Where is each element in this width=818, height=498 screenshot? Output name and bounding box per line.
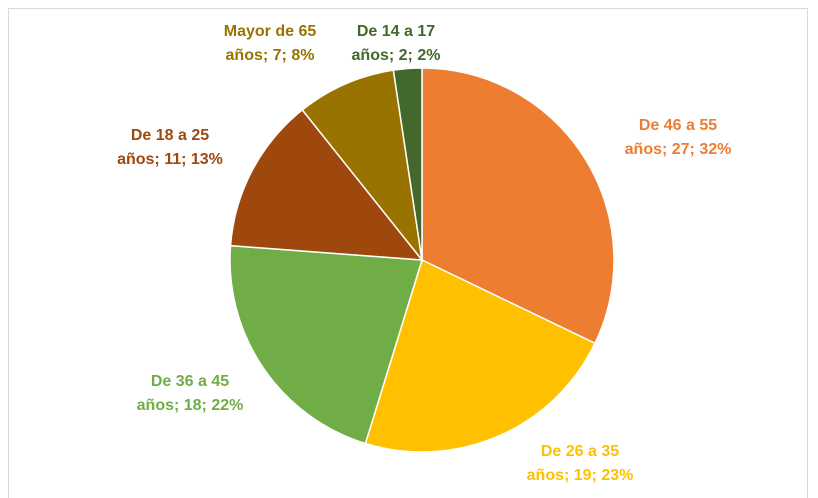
pie-slice bbox=[301, 69, 424, 263]
chart-frame bbox=[8, 8, 808, 498]
data-label: De 18 a 25 años; 11; 13% bbox=[117, 127, 223, 168]
pie-slice bbox=[392, 67, 423, 261]
pie-slice bbox=[421, 67, 615, 345]
data-label: De 14 a 17 años; 2; 2% bbox=[351, 23, 441, 64]
data-label: De 36 a 45 años; 18; 22% bbox=[136, 373, 244, 414]
data-label: Mayor de 65 años; 7; 8% bbox=[223, 23, 317, 64]
pie-slice bbox=[229, 108, 424, 261]
pie-slice bbox=[364, 258, 596, 453]
pie-slice bbox=[229, 244, 423, 445]
data-label: De 26 a 35 años; 19; 23% bbox=[526, 443, 634, 484]
data-label: De 46 a 55 años; 27; 32% bbox=[624, 117, 732, 158]
